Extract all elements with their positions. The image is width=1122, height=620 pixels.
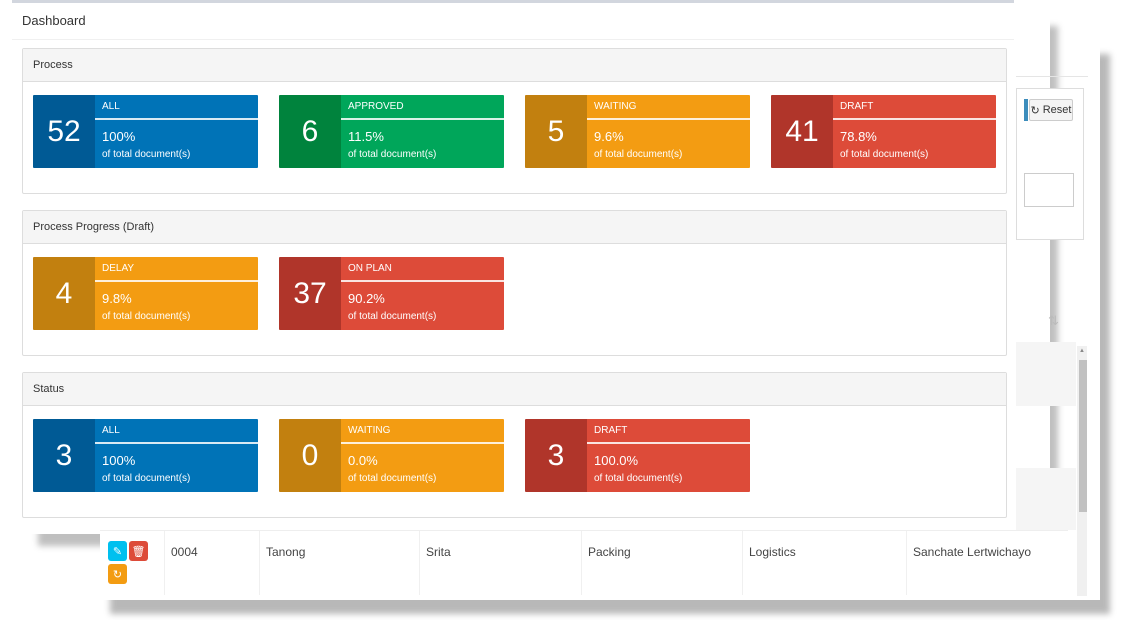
card-value: 3	[525, 419, 587, 492]
card-percent: 11.5%	[348, 129, 384, 144]
card-percent: 100%	[102, 453, 136, 468]
card-progress-bar	[587, 118, 750, 120]
process-section: Process 52 ALL 100% of total document(s)…	[22, 48, 1007, 194]
card-label: ON PLAN	[348, 263, 392, 274]
card-label: ALL	[102, 425, 120, 436]
card-progress-bar	[833, 118, 996, 120]
background-table-row	[1016, 468, 1076, 530]
card-label: WAITING	[594, 101, 637, 112]
card-label: DELAY	[102, 263, 135, 274]
card-progress-bar	[95, 442, 258, 444]
card-label: ALL	[102, 101, 120, 112]
card-progress-bar	[341, 118, 504, 120]
table-cell-department: Logistics	[742, 531, 906, 595]
card-caption: of total document(s)	[594, 473, 683, 484]
card-label: DRAFT	[840, 101, 874, 112]
status-draft-card[interactable]: 3 DRAFT 100.0% of total document(s)	[525, 419, 750, 492]
card-percent: 90.2%	[348, 291, 385, 306]
table-cell-name: Tanong	[259, 531, 419, 595]
card-caption: of total document(s)	[594, 149, 683, 160]
card-progress-bar	[95, 280, 258, 282]
card-label: APPROVED	[348, 101, 404, 112]
card-value: 41	[771, 95, 833, 168]
card-percent: 78.8%	[840, 129, 877, 144]
card-value: 0	[279, 419, 341, 492]
sort-icon[interactable]: ⇅	[1048, 313, 1059, 328]
background-table-row	[1016, 342, 1076, 406]
background-divider	[1016, 76, 1088, 77]
card-progress-bar	[95, 118, 258, 120]
card-caption: of total document(s)	[840, 149, 929, 160]
card-value: 37	[279, 257, 341, 330]
card-caption: of total document(s)	[348, 311, 437, 322]
background-filter-input[interactable]	[1024, 173, 1074, 207]
card-value: 52	[33, 95, 95, 168]
edit-icon: ✎	[112, 545, 123, 558]
card-value: 6	[279, 95, 341, 168]
progress-on-plan-card[interactable]: 37 ON PLAN 90.2% of total document(s)	[279, 257, 504, 330]
process-draft-card[interactable]: 41 DRAFT 78.8% of total document(s)	[771, 95, 996, 168]
card-caption: of total document(s)	[348, 473, 437, 484]
refresh-icon: ↻	[112, 568, 123, 581]
card-value: 4	[33, 257, 95, 330]
scroll-up-icon[interactable]: ▲	[1079, 348, 1085, 354]
progress-delay-card[interactable]: 4 DELAY 9.8% of total document(s)	[33, 257, 258, 330]
process-approved-card[interactable]: 6 APPROVED 11.5% of total document(s)	[279, 95, 504, 168]
table-cell-doc-no: 0004	[164, 531, 259, 595]
progress-section: Process Progress (Draft) 4 DELAY 9.8% of…	[22, 210, 1007, 356]
refresh-button[interactable]: ↻	[108, 564, 127, 584]
card-progress-bar	[341, 280, 504, 282]
card-progress-bar	[341, 442, 504, 444]
card-value: 3	[33, 419, 95, 492]
dashboard-title: Dashboard	[22, 13, 86, 28]
reset-label: Reset	[1042, 104, 1072, 116]
dashboard-window: Dashboard Process 52 ALL 100% of total d…	[12, 0, 1014, 521]
reset-button[interactable]: ↻ Reset	[1029, 99, 1073, 121]
status-section-title: Status	[23, 373, 1006, 406]
table-cell-owner: Sanchate Lertwichayo	[906, 531, 1068, 595]
status-all-card[interactable]: 3 ALL 100% of total document(s)	[33, 419, 258, 492]
table-cell-process: Packing	[581, 531, 742, 595]
dashboard-divider	[12, 39, 1014, 40]
table-row: ✎ 🗑 ↻ 0004 Tanong Srita Packing Logistic…	[100, 530, 1068, 595]
reset-icon: ↻	[1030, 104, 1040, 117]
background-search-button[interactable]	[1024, 99, 1028, 121]
card-caption: of total document(s)	[102, 149, 191, 160]
progress-section-title: Process Progress (Draft)	[23, 211, 1006, 244]
delete-button[interactable]: 🗑	[129, 541, 148, 561]
card-percent: 100.0%	[594, 453, 639, 468]
card-label: DRAFT	[594, 425, 628, 436]
process-waiting-card[interactable]: 5 WAITING 9.6% of total document(s)	[525, 95, 750, 168]
table-cell-surname: Srita	[419, 531, 581, 595]
card-percent: 9.8%	[102, 291, 132, 306]
card-label: WAITING	[348, 425, 391, 436]
trash-icon: 🗑	[131, 545, 146, 558]
card-caption: of total document(s)	[102, 473, 191, 484]
card-value: 5	[525, 95, 587, 168]
card-percent: 100%	[102, 129, 136, 144]
card-caption: of total document(s)	[348, 149, 437, 160]
status-waiting-card[interactable]: 0 WAITING 0.0% of total document(s)	[279, 419, 504, 492]
edit-button[interactable]: ✎	[108, 541, 127, 561]
card-caption: of total document(s)	[102, 311, 191, 322]
card-percent: 0.0%	[348, 453, 378, 468]
card-percent: 9.6%	[594, 129, 624, 144]
process-section-title: Process	[23, 49, 1006, 82]
scrollbar-thumb[interactable]	[1079, 360, 1087, 512]
process-all-card[interactable]: 52 ALL 100% of total document(s)	[33, 95, 258, 168]
status-section: Status 3 ALL 100% of total document(s) 0…	[22, 372, 1007, 518]
card-progress-bar	[587, 442, 750, 444]
